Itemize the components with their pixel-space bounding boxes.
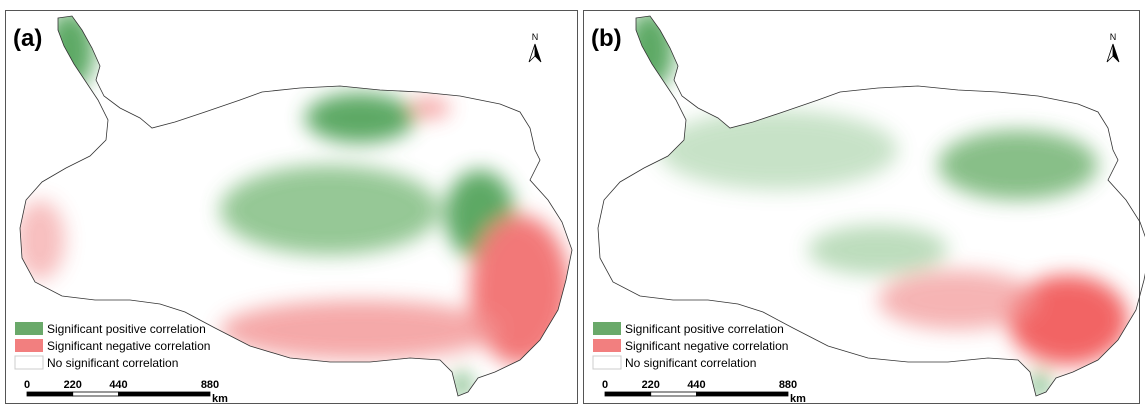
legend-text: Significant negative correlation	[47, 339, 210, 353]
north-label: N	[532, 32, 539, 42]
legend-swatch	[15, 322, 43, 335]
panel-label: (a)	[13, 25, 42, 52]
legend-swatch	[593, 322, 621, 335]
map-a	[19, 15, 573, 397]
legend-text: Significant negative correlation	[625, 339, 788, 353]
panel-label: (b)	[591, 25, 622, 52]
scale-tick-label: 220	[642, 379, 660, 391]
scale-tick-label: 440	[687, 379, 705, 391]
scale-tick-label: 880	[201, 379, 219, 391]
scale-tick-label: 220	[64, 379, 82, 391]
legend-text: No significant correlation	[47, 356, 178, 370]
legend-swatch	[593, 339, 621, 352]
legend-text: Significant positive correlation	[47, 322, 206, 336]
legend-swatch	[14, 355, 44, 370]
scale-tick-label: 440	[109, 379, 127, 391]
legend-text: Significant positive correlation	[625, 322, 784, 336]
scale-segment	[696, 391, 789, 397]
scale-segment	[604, 391, 652, 397]
scale-tick-label: 0	[602, 379, 608, 391]
legend-swatch	[15, 339, 43, 352]
scale-unit: km	[790, 393, 806, 405]
north-arrow	[528, 43, 536, 63]
scale-unit: km	[212, 393, 228, 405]
legend-text: No significant correlation	[625, 356, 756, 370]
scale-segment	[72, 391, 119, 397]
north-label: N	[1110, 32, 1117, 42]
scale-tick-label: 0	[24, 379, 30, 391]
north-arrow	[1106, 43, 1114, 63]
scale-tick-label: 880	[779, 379, 797, 391]
scale-segment	[118, 391, 211, 397]
scale-segment	[650, 391, 697, 397]
legend-swatch	[592, 355, 622, 370]
scale-segment	[26, 391, 74, 397]
